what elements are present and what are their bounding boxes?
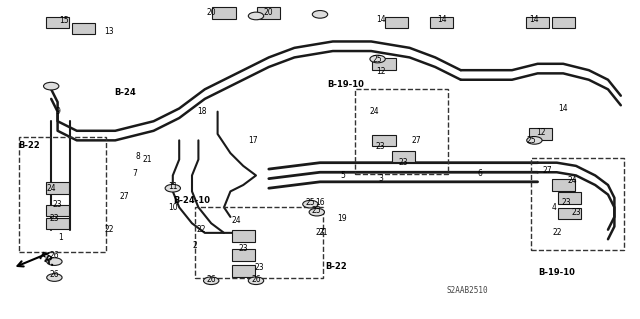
Text: 1: 1 — [58, 233, 63, 242]
Bar — [46, 182, 69, 194]
Circle shape — [47, 258, 62, 265]
Bar — [46, 218, 69, 229]
Text: 25: 25 — [312, 206, 322, 215]
Text: 26: 26 — [206, 275, 216, 284]
Text: 23: 23 — [49, 214, 60, 223]
Text: 14: 14 — [529, 15, 540, 24]
Text: 14: 14 — [558, 104, 568, 113]
Circle shape — [303, 200, 318, 208]
Text: FR.: FR. — [36, 251, 57, 268]
Text: B-19-10: B-19-10 — [327, 80, 364, 89]
Bar — [558, 208, 581, 219]
Text: 12: 12 — [376, 67, 385, 76]
Bar — [430, 17, 453, 28]
Text: 15: 15 — [59, 16, 69, 25]
Text: 24: 24 — [232, 216, 242, 225]
Bar — [355, 89, 448, 174]
Text: 23: 23 — [561, 198, 572, 207]
Circle shape — [309, 208, 324, 216]
Text: 24: 24 — [369, 107, 380, 116]
Text: 13: 13 — [104, 27, 114, 36]
Text: 23: 23 — [376, 142, 386, 151]
Text: 27: 27 — [315, 228, 325, 237]
Bar — [552, 17, 575, 28]
Bar — [195, 207, 323, 278]
Text: 22: 22 — [197, 225, 206, 234]
Bar — [232, 249, 255, 261]
Bar — [392, 151, 415, 162]
Bar — [372, 58, 396, 70]
Bar — [232, 265, 255, 277]
Circle shape — [248, 277, 264, 285]
Text: 17: 17 — [248, 136, 258, 145]
Text: 9: 9 — [55, 107, 60, 116]
Text: 21: 21 — [319, 228, 328, 237]
Text: 25: 25 — [372, 55, 383, 63]
Bar — [257, 7, 280, 19]
Text: 10: 10 — [168, 203, 178, 212]
Text: 24: 24 — [46, 184, 56, 193]
Text: 14: 14 — [436, 15, 447, 24]
Circle shape — [312, 11, 328, 18]
Bar — [212, 7, 236, 19]
Text: 7: 7 — [132, 169, 137, 178]
Circle shape — [370, 55, 385, 63]
Text: 6: 6 — [477, 169, 483, 178]
Text: 24: 24 — [568, 176, 578, 185]
Circle shape — [44, 82, 59, 90]
Text: 27: 27 — [542, 166, 552, 175]
Text: 23: 23 — [238, 244, 248, 253]
Text: 23: 23 — [254, 263, 264, 272]
Circle shape — [248, 12, 264, 20]
Bar — [72, 23, 95, 34]
Text: 22: 22 — [552, 228, 561, 237]
Text: 3: 3 — [378, 174, 383, 183]
Circle shape — [204, 277, 219, 285]
Text: 27: 27 — [411, 136, 421, 145]
Bar — [372, 135, 396, 146]
Bar — [552, 179, 575, 191]
Text: 18: 18 — [197, 107, 206, 116]
Text: 22: 22 — [104, 225, 113, 234]
Circle shape — [165, 184, 180, 192]
Text: 8: 8 — [135, 152, 140, 161]
Text: 23: 23 — [571, 208, 581, 217]
Text: 16: 16 — [315, 198, 325, 207]
Text: B-24: B-24 — [114, 88, 136, 97]
Text: 26: 26 — [49, 270, 60, 279]
Text: 5: 5 — [340, 171, 345, 180]
Text: 4: 4 — [551, 203, 556, 212]
Text: 23: 23 — [398, 158, 408, 167]
Text: 2: 2 — [193, 241, 198, 250]
Text: 25: 25 — [526, 136, 536, 145]
Text: 21: 21 — [143, 155, 152, 164]
Text: 20: 20 — [264, 8, 274, 17]
Bar — [529, 128, 552, 140]
Text: B-24-10: B-24-10 — [173, 197, 211, 205]
Bar — [558, 192, 581, 204]
Text: 25: 25 — [305, 198, 316, 207]
Bar — [232, 230, 255, 242]
Bar — [46, 205, 69, 216]
Text: S2AAB2510: S2AAB2510 — [446, 286, 488, 295]
Bar — [526, 17, 549, 28]
Bar — [531, 158, 624, 250]
Circle shape — [47, 274, 62, 281]
Bar — [19, 137, 106, 252]
Text: 27: 27 — [120, 192, 130, 201]
Text: B-22: B-22 — [325, 262, 347, 271]
Text: B-22: B-22 — [18, 141, 40, 150]
Text: 12: 12 — [536, 128, 545, 137]
Text: 26: 26 — [251, 275, 261, 284]
Text: 26: 26 — [49, 251, 60, 260]
Text: 14: 14 — [376, 15, 386, 24]
Text: 20: 20 — [206, 8, 216, 17]
Text: 11: 11 — [168, 182, 177, 191]
Text: B-19-10: B-19-10 — [538, 268, 575, 277]
Text: 23: 23 — [52, 200, 63, 209]
Bar — [385, 17, 408, 28]
Text: 19: 19 — [337, 214, 348, 223]
Circle shape — [527, 137, 542, 144]
Bar — [46, 17, 69, 28]
